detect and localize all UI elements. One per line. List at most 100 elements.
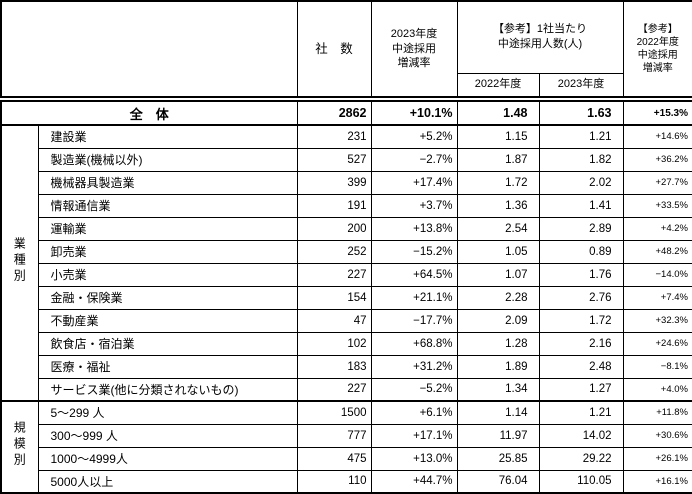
row-label: 卸売業 bbox=[37, 239, 298, 264]
row-per-2023: 2.02 bbox=[538, 170, 624, 195]
header-sub-2022: 2022年度 bbox=[456, 72, 540, 100]
row-company-count: 1500 bbox=[296, 400, 372, 425]
row-label: 医療・福祉 bbox=[37, 354, 298, 379]
row-rate-2022: +16.1% bbox=[622, 469, 692, 494]
table-row: 小売業 227 +64.5% 1.07 1.76 −14.0% bbox=[1, 262, 692, 287]
row-company-count: 475 bbox=[296, 446, 372, 471]
table-row: 情報通信業 191 +3.7% 1.36 1.41 +33.5% bbox=[1, 193, 692, 218]
table-row: 医療・福祉 183 +31.2% 1.89 2.48 −8.1% bbox=[1, 354, 692, 379]
table-row: 規模別 5〜299 人 1500 +6.1% 1.14 1.21 +11.8% bbox=[0, 400, 692, 494]
header-sub-2023: 2023年度 bbox=[538, 72, 624, 100]
table-row: 機械器具製造業 399 +17.4% 1.72 2.02 +27.7% bbox=[1, 170, 692, 195]
row-rate-2022: +33.5% bbox=[622, 193, 692, 218]
row-rate-2023: −5.2% bbox=[370, 377, 458, 402]
header-blank-cell bbox=[0, 0, 298, 100]
group-label-industry: 業種別 bbox=[0, 124, 39, 402]
table-row: 不動産業 47 −17.7% 2.09 1.72 +32.3% bbox=[1, 308, 692, 333]
total-rate-2022: +15.3% bbox=[622, 96, 692, 126]
group-label-size-text: 規模別 bbox=[12, 420, 27, 469]
row-company-count: 110 bbox=[296, 469, 372, 494]
row-per-2023: 0.89 bbox=[538, 239, 624, 264]
header-ref-rate-2022: 【参考】 2022年度 中途採用 増減率 bbox=[622, 0, 692, 100]
row-company-count: 200 bbox=[296, 216, 372, 241]
row-label: 製造業(機械以外) bbox=[37, 147, 298, 172]
table-row: 飲食店・宿泊業 102 +68.8% 1.28 2.16 +24.6% bbox=[1, 331, 692, 356]
row-rate-2022: +24.6% bbox=[622, 331, 692, 356]
total-per-2022: 1.48 bbox=[456, 96, 540, 126]
row-per-2022: 2.28 bbox=[456, 285, 540, 310]
row-rate-2022: +14.6% bbox=[622, 124, 692, 149]
row-per-2022: 2.09 bbox=[456, 308, 540, 333]
table-row: 300〜999 人 777 +17.1% 11.97 14.02 +30.6% bbox=[1, 423, 692, 448]
row-label: 5〜299 人 bbox=[37, 400, 298, 425]
group-label-industry-text: 業種別 bbox=[12, 236, 27, 285]
row-company-count: 252 bbox=[296, 239, 372, 264]
row-rate-2023: +68.8% bbox=[370, 331, 458, 356]
row-rate-2023: +6.1% bbox=[370, 400, 458, 425]
row-rate-2023: +21.1% bbox=[370, 285, 458, 310]
row-rate-2023: +13.8% bbox=[370, 216, 458, 241]
total-label: 全 体 bbox=[0, 96, 298, 126]
table-row: 業種別 建設業 231 +5.2% 1.15 1.21 +14.6% bbox=[0, 124, 692, 402]
total-row: 全 体 2862 +10.1% 1.48 1.63 +15.3% bbox=[0, 96, 692, 126]
row-per-2023: 1.21 bbox=[538, 400, 624, 425]
row-per-2023: 2.48 bbox=[538, 354, 624, 379]
table-row: 1000〜4999人 475 +13.0% 25.85 29.22 +26.1% bbox=[1, 446, 692, 471]
table-row: 運輸業 200 +13.8% 2.54 2.89 +4.2% bbox=[1, 216, 692, 241]
row-per-2023: 1.27 bbox=[538, 377, 624, 402]
row-per-2023: 1.76 bbox=[538, 262, 624, 287]
row-label: 5000人以上 bbox=[37, 469, 298, 494]
row-label: 建設業 bbox=[37, 124, 298, 149]
header-row-sub: 2022年度 2023年度 bbox=[1, 72, 692, 100]
row-per-2022: 1.34 bbox=[456, 377, 540, 402]
row-rate-2022: +26.1% bbox=[622, 446, 692, 471]
header-company-count: 社 数 bbox=[296, 0, 372, 100]
row-company-count: 231 bbox=[296, 124, 372, 149]
row-per-2022: 1.05 bbox=[456, 239, 540, 264]
row-label: サービス業(他に分類されないもの) bbox=[37, 377, 298, 402]
row-per-2022: 1.15 bbox=[456, 124, 540, 149]
row-label: 小売業 bbox=[37, 262, 298, 287]
row-per-2023: 2.16 bbox=[538, 331, 624, 356]
group-label-size: 規模別 bbox=[0, 400, 39, 494]
row-company-count: 47 bbox=[296, 308, 372, 333]
row-per-2023: 1.21 bbox=[538, 124, 624, 149]
row-company-count: 183 bbox=[296, 354, 372, 379]
row-per-2022: 1.72 bbox=[456, 170, 540, 195]
row-per-2023: 29.22 bbox=[538, 446, 624, 471]
row-per-2023: 2.89 bbox=[538, 216, 624, 241]
row-per-2022: 1.89 bbox=[456, 354, 540, 379]
row-company-count: 227 bbox=[296, 377, 372, 402]
row-per-2022: 1.28 bbox=[456, 331, 540, 356]
row-rate-2023: +31.2% bbox=[370, 354, 458, 379]
row-label: 情報通信業 bbox=[37, 193, 298, 218]
row-per-2023: 14.02 bbox=[538, 423, 624, 448]
row-rate-2023: +17.1% bbox=[370, 423, 458, 448]
row-company-count: 777 bbox=[296, 423, 372, 448]
row-rate-2022: +27.7% bbox=[622, 170, 692, 195]
row-label: 機械器具製造業 bbox=[37, 170, 298, 195]
total-rate-2023: +10.1% bbox=[370, 96, 458, 126]
table-row: サービス業(他に分類されないもの) 227 −5.2% 1.34 1.27 +4… bbox=[1, 377, 692, 402]
row-rate-2023: +13.0% bbox=[370, 446, 458, 471]
row-rate-2022: +30.6% bbox=[622, 423, 692, 448]
header-ref-per-company: 【参考】1社当たり 中途採用人数(人) bbox=[456, 0, 624, 74]
row-company-count: 227 bbox=[296, 262, 372, 287]
row-rate-2023: +3.7% bbox=[370, 193, 458, 218]
row-per-2022: 1.14 bbox=[456, 400, 540, 425]
header-row-main: 社 数 2023年度 中途採用 増減率 【参考】1社当たり 中途採用人数(人) … bbox=[0, 0, 692, 100]
table-row: 製造業(機械以外) 527 −2.7% 1.87 1.82 +36.2% bbox=[1, 147, 692, 172]
row-label: 不動産業 bbox=[37, 308, 298, 333]
row-label: 運輸業 bbox=[37, 216, 298, 241]
row-rate-2022: +32.3% bbox=[622, 308, 692, 333]
row-per-2022: 11.97 bbox=[456, 423, 540, 448]
total-per-2023: 1.63 bbox=[538, 96, 624, 126]
row-rate-2022: +4.2% bbox=[622, 216, 692, 241]
row-company-count: 399 bbox=[296, 170, 372, 195]
row-rate-2022: +11.8% bbox=[622, 400, 692, 425]
row-rate-2023: −17.7% bbox=[370, 308, 458, 333]
row-per-2023: 1.72 bbox=[538, 308, 624, 333]
row-rate-2022: +7.4% bbox=[622, 285, 692, 310]
row-rate-2022: −14.0% bbox=[622, 262, 692, 287]
